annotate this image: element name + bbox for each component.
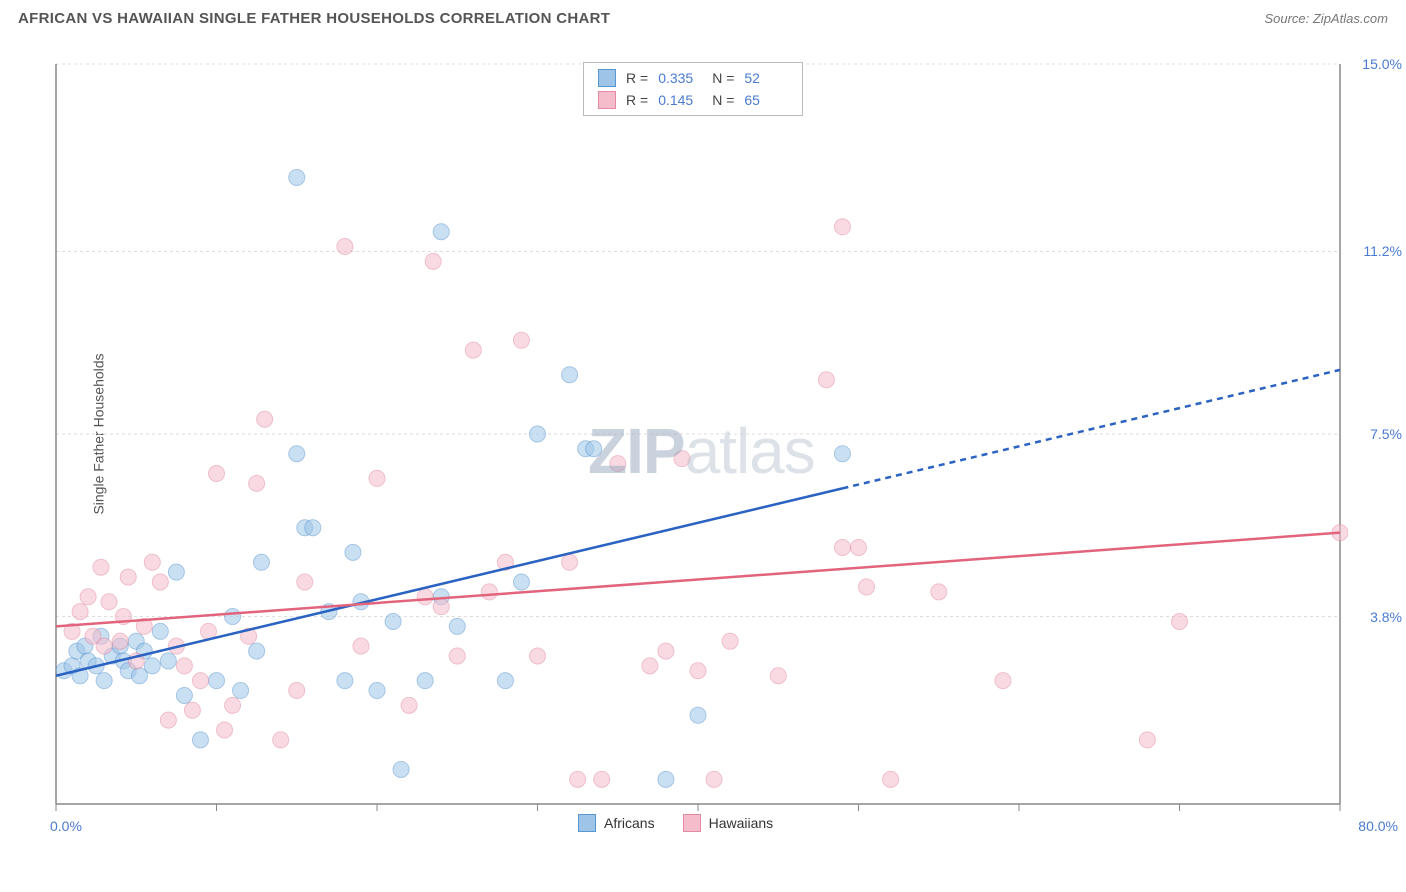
y-tick-label: 7.5%	[1370, 426, 1402, 442]
legend-swatch	[578, 814, 596, 832]
legend-correlation: R =0.335 N =52 R =0.145 N =65	[583, 62, 803, 116]
legend-swatch	[598, 69, 616, 87]
legend-series: Africans Hawaiians	[578, 814, 773, 832]
legend-label: Africans	[604, 815, 655, 831]
chart-source: Source: ZipAtlas.com	[1264, 11, 1388, 26]
legend-swatch	[683, 814, 701, 832]
scatter-plot	[48, 44, 1348, 824]
chart-area: Single Father Households 3.8%7.5%11.2%15…	[48, 44, 1348, 824]
chart-title: AFRICAN VS HAWAIIAN SINGLE FATHER HOUSEH…	[18, 10, 610, 27]
legend-row: R =0.145 N =65	[598, 89, 788, 111]
y-tick-label: 15.0%	[1362, 56, 1402, 72]
x-axis-start: 0.0%	[50, 818, 82, 834]
legend-item: Hawaiians	[683, 814, 774, 832]
legend-swatch	[598, 91, 616, 109]
legend-row: R =0.335 N =52	[598, 67, 788, 89]
y-tick-label: 11.2%	[1363, 243, 1402, 259]
legend-label: Hawaiians	[709, 815, 774, 831]
x-axis-end: 80.0%	[1358, 818, 1398, 834]
y-tick-label: 3.8%	[1370, 609, 1402, 625]
legend-item: Africans	[578, 814, 655, 832]
chart-header: AFRICAN VS HAWAIIAN SINGLE FATHER HOUSEH…	[0, 0, 1406, 33]
